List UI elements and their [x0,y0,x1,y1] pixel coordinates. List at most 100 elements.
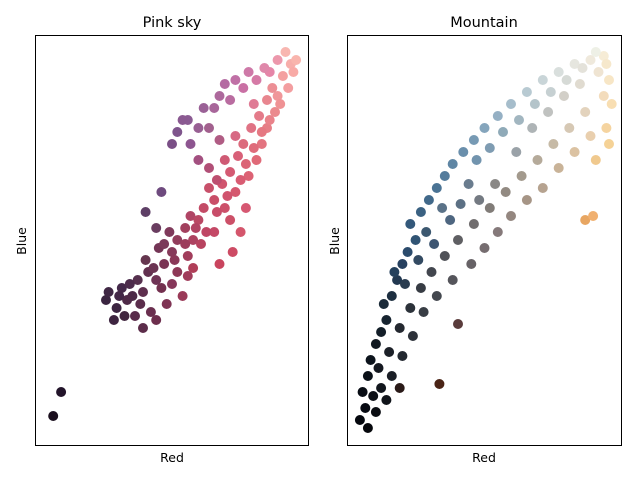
scatter-point [145,307,156,317]
scatter-point [407,331,418,341]
scatter-point [402,247,413,257]
scatter-points [48,47,302,421]
scatter-point [108,315,119,325]
scatter-point [423,195,434,205]
scatter-point [111,303,122,313]
axes-frame [347,35,622,446]
scatter-point [219,79,230,89]
scatter-point [219,203,230,213]
scatter-point [275,99,286,109]
scatter-point [172,235,183,245]
scatter-point [240,159,251,169]
scatter-point [151,275,162,285]
scatter-point [159,239,170,249]
scatter-point [196,239,206,249]
scatter-point [169,255,180,265]
scatter-point [219,155,230,165]
scatter-point [230,75,241,85]
scatter-point [148,263,159,273]
scatter-point [272,55,283,65]
scatter-point [56,387,67,397]
scatter-point [248,99,259,109]
scatter-point [585,55,596,65]
scatter-point [204,163,214,173]
scatter-point [280,47,291,57]
scatter-point [580,215,591,225]
scatter-point [516,171,527,181]
scatter-point [585,131,596,141]
scatter-point [415,207,426,217]
scatter-point [466,259,477,269]
scatter-point [394,383,405,393]
scatter-point [559,91,569,101]
scatter-point [211,207,222,217]
scatter-point [537,75,548,85]
scatter-point [429,239,440,249]
scatter-point [243,67,254,77]
scatter-point [190,223,201,233]
scatter-point [214,135,225,145]
scatter-point [431,291,442,301]
scatter-point [235,175,246,185]
scatter-point [230,187,241,197]
scatter-point [601,59,612,69]
scatter-point [243,171,254,181]
scatter-point [506,99,516,109]
scatter-point [548,139,559,149]
scatter-point [270,107,280,117]
scatter-point [569,59,580,69]
scatter-point [264,115,275,125]
scatter-point [458,147,469,157]
scatter-point [161,299,172,309]
scatter-point [590,47,601,57]
scatter-point [233,151,243,161]
scatter-point [204,183,214,193]
scatter-point [138,287,148,297]
scatter-point [413,255,424,265]
scatter-point [362,371,373,381]
scatter-point [151,223,162,233]
scatter-point [164,227,175,237]
scatter-point [214,91,225,101]
scatter-point [604,139,614,149]
scatter-point [251,155,262,165]
scatter-point [209,103,220,113]
scatter-point [227,247,238,257]
scatter-point [601,123,612,133]
scatter-point [492,227,503,237]
scatter-point [114,291,125,301]
scatter-point [529,99,540,109]
scatter-point [598,51,609,61]
scatter-point [368,391,379,401]
scatter-point [484,203,495,213]
scatter-point [177,115,188,125]
scatter-point [225,167,236,177]
scatter-point [262,95,272,105]
scatter-point [484,143,495,153]
scatter-point [370,407,381,417]
axes-frame [35,35,309,446]
scatter-point [604,75,614,85]
scatter-point [172,267,183,277]
scatter-point [122,295,133,305]
scatter-point [376,327,387,337]
scatter-point [381,315,392,325]
scatter-point [447,275,458,285]
scatter-point [119,311,130,321]
scatter-point [235,227,246,237]
scatter-point [445,215,456,225]
scatter-point [392,275,403,285]
scatter-point [492,111,503,121]
scatter-point [598,91,609,101]
scatter-point [138,323,148,333]
scatter-point [204,123,214,133]
scatter-point [156,187,167,197]
scatter-point [453,235,463,245]
scatter-point [537,183,548,193]
scatter-point [193,215,204,225]
x-axis-label: Red [160,450,184,465]
scatter-point [514,115,524,125]
scatter-point [373,363,384,373]
